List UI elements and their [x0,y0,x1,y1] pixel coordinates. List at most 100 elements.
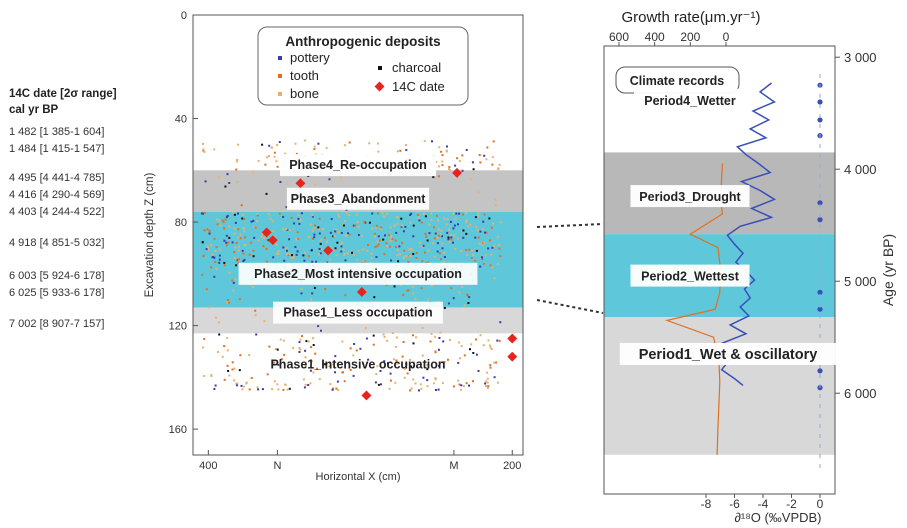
c14-point [261,227,272,238]
artifact-point [317,226,320,229]
artifact-point [234,246,237,249]
age-tick-label: 5 000 [844,274,877,289]
artifact-point [405,362,408,365]
phase-label: Phase3_Abandonment [291,192,427,206]
c14-point [507,333,518,344]
artifact-point [423,140,426,143]
artifact-point [367,244,369,246]
artifact-point [288,252,291,255]
artifact-point [418,389,420,392]
artifact-point [482,344,485,347]
artifact-point [219,224,222,227]
artifact-point [397,260,400,263]
artifact-point [278,212,281,215]
artifact-point [232,211,235,214]
artifact-point [340,241,343,244]
d18o-line [720,82,777,386]
x-axis: 400 N M 200 [199,450,521,472]
artifact-point [265,248,268,250]
artifact-point [252,249,255,252]
artifact-point [277,388,280,391]
artifact-point [240,384,243,387]
artifact-point [309,369,312,372]
phase-label-bg [273,301,443,324]
artifact-point [470,256,473,259]
artifact-point [394,246,397,248]
artifact-point [405,255,408,258]
date-table: 14C date [2σ range] cal yr BP 1 482 [1 3… [0,0,150,528]
artifact-point [290,256,293,259]
artifact-point [432,176,435,179]
artifact-point [352,224,355,227]
artifact-point [331,388,334,391]
artifact-point [412,365,415,368]
artifact-point [349,347,352,350]
artifact-point [289,229,292,231]
artifact-point [485,254,487,257]
artifact-point [261,388,264,391]
artifact-point [494,199,497,201]
artifact-point [445,223,448,226]
artifact-point [231,361,234,364]
artifact-point [436,250,439,253]
artifact-point [208,306,211,309]
artifact-point [457,341,460,344]
artifact-point [477,370,480,372]
artifact-point [362,260,365,263]
artifact-point [211,256,214,259]
artifact-point [386,339,389,342]
artifact-point [457,361,460,364]
artifact-point [344,234,347,237]
artifact-point [276,348,279,351]
artifact-point [309,382,312,385]
artifact-point [313,145,316,148]
artifact-point [415,252,418,254]
artifact-point [419,383,422,386]
artifact-point [494,204,497,206]
artifact-point [443,217,446,220]
artifact-point [357,234,360,236]
age-tick-label: 4 000 [844,162,877,177]
artifact-point [481,228,484,231]
artifact-point [319,252,322,255]
artifact-point [295,238,298,241]
artifact-point [264,163,267,166]
artifact-point [312,371,315,374]
artifact-point [465,232,468,235]
phase-label-bg [286,187,430,210]
artifact-point [377,150,380,153]
artifact-point [376,240,379,243]
artifact-point [373,232,376,235]
x-tick-label: 400 [199,460,217,472]
artifact-point [267,213,270,216]
phase-label-bg [280,154,436,177]
growth-tick-label: 400 [645,30,665,44]
artifact-point [367,358,370,361]
artifact-point [233,257,236,260]
artifact-point [325,240,328,243]
artifact-point [203,229,206,232]
artifact-point [310,249,313,252]
legend-swatch-bone [278,92,282,96]
artifact-point [409,358,412,361]
artifact-point [427,249,430,252]
artifact-point [465,382,468,385]
artifact-point [328,365,331,368]
artifact-point [447,302,450,305]
artifact-point [243,218,246,221]
artifact-point [354,224,357,227]
artifact-point [434,232,437,235]
artifact-point [400,217,403,220]
artifact-point [277,252,280,255]
d18o-tick-label: 0 [817,497,824,511]
artifact-point [426,239,429,242]
artifact-point [483,154,486,157]
artifact-point [393,285,396,288]
artifact-point [256,213,259,216]
artifact-point [292,255,295,258]
artifact-point [389,239,392,242]
legend-title: Anthropogenic deposits [285,34,440,49]
artifact-point [252,219,255,222]
artifact-point [216,223,219,226]
artifact-point [488,217,491,220]
